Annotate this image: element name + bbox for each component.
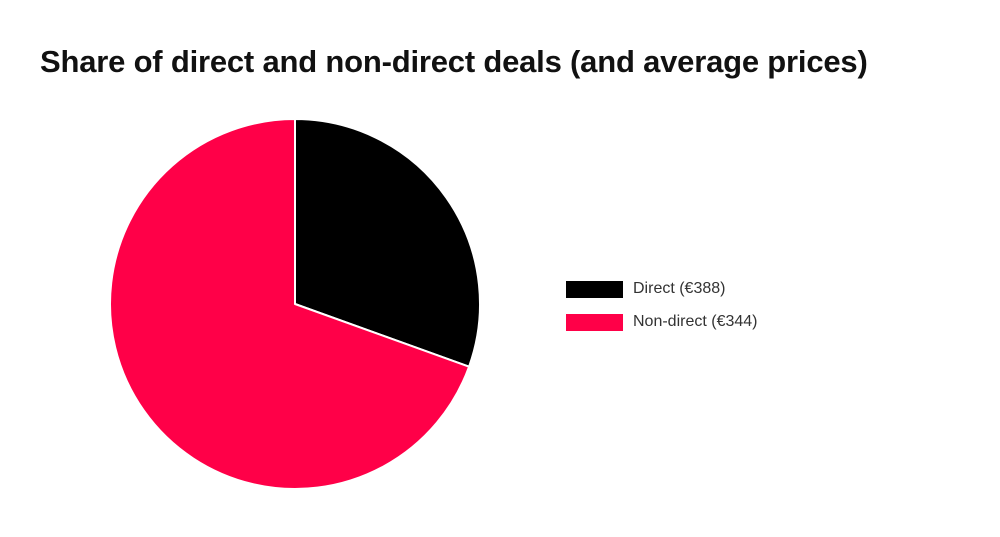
legend-item-non-direct: Non-direct (€344) bbox=[566, 312, 758, 332]
legend: Direct (€388) Non-direct (€344) bbox=[566, 279, 758, 345]
pie-slice-non-direct bbox=[109, 118, 471, 490]
legend-label-direct: Direct (€388) bbox=[633, 280, 726, 297]
pie-slice-direct bbox=[294, 118, 481, 368]
legend-label-non-direct: Non-direct (€344) bbox=[633, 313, 758, 330]
legend-swatch-non-direct bbox=[566, 313, 623, 331]
chart-title: Share of direct and non-direct deals (an… bbox=[40, 44, 868, 79]
legend-swatch-direct bbox=[566, 280, 623, 298]
legend-item-direct: Direct (€388) bbox=[566, 279, 758, 299]
